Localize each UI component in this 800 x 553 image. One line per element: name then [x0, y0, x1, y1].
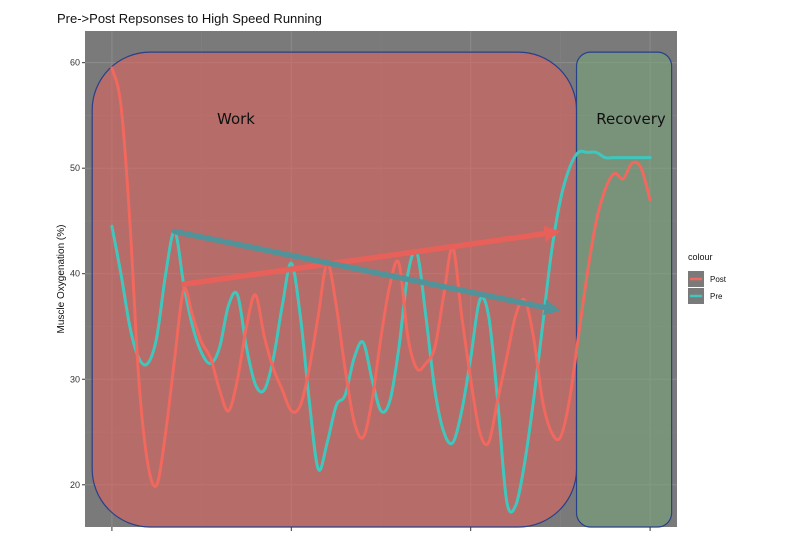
y-tick-label: 30 — [70, 374, 80, 384]
legend-label-pre: Pre — [710, 292, 723, 301]
trend-arrow-post — [180, 230, 548, 288]
chart-title: Pre->Post Repsonses to High Speed Runnin… — [57, 11, 322, 26]
y-tick-label: 40 — [70, 269, 80, 279]
y-axis-label: Muscle Oxygenation (%) — [56, 225, 67, 334]
trend-arrowhead-pre — [543, 299, 561, 316]
series-lines — [110, 66, 652, 514]
series-line-pre — [110, 149, 652, 514]
y-tick-label: 50 — [70, 163, 80, 173]
region-label-recovery: Recovery — [596, 110, 666, 128]
y-axis: 20 30 40 50 60 — [70, 58, 85, 490]
legend: colour Post Pre — [688, 252, 727, 304]
legend-label-post: Post — [710, 275, 727, 284]
trend-arrowhead-post — [543, 225, 561, 242]
y-tick-label: 20 — [70, 480, 80, 490]
region-label-work: Work — [217, 110, 255, 128]
legend-title: colour — [688, 252, 713, 262]
x-axis — [111, 527, 651, 531]
y-tick-label: 60 — [70, 58, 80, 68]
trend-arrows — [171, 225, 561, 316]
region-labels: Work Recovery — [217, 110, 666, 128]
region-recovery — [575, 51, 673, 528]
trend-arrow-pre — [171, 228, 548, 311]
series-line-post — [110, 66, 652, 488]
